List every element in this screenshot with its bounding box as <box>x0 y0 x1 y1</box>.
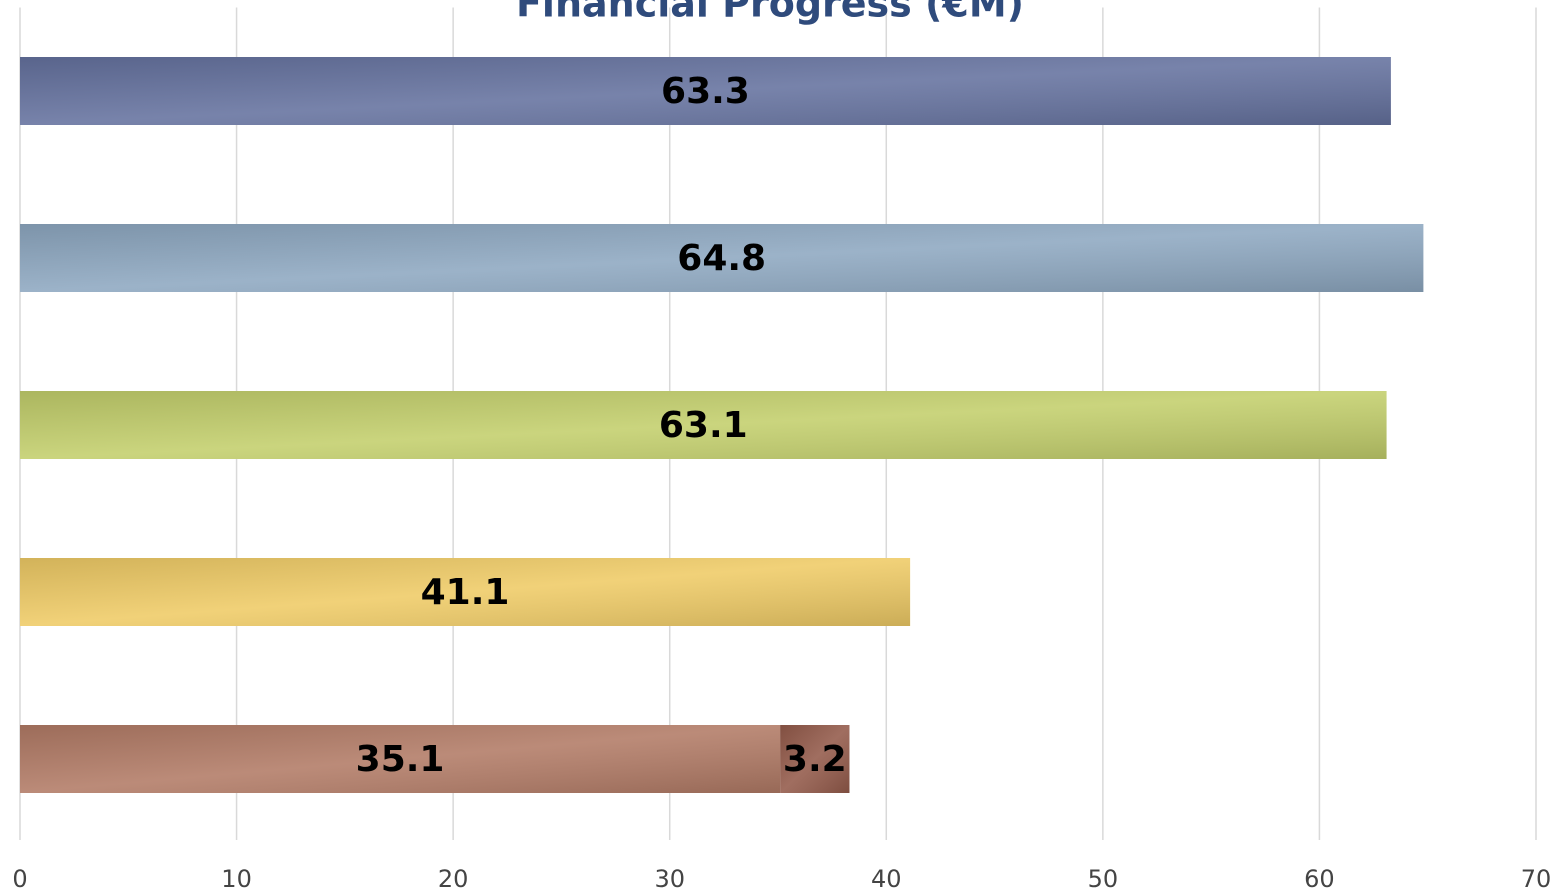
bar-sheen <box>20 57 1391 125</box>
bar-sheen <box>20 725 781 793</box>
x-tick-label: 40 <box>871 865 902 893</box>
data-label: 64.8 <box>677 238 766 279</box>
x-tick-label: 0 <box>12 865 27 893</box>
data-label: 41.1 <box>421 572 510 613</box>
bar-sheen <box>20 224 1424 292</box>
data-label: 35.1 <box>356 739 445 780</box>
data-label: 63.1 <box>659 405 748 446</box>
bar-sheen <box>780 725 850 793</box>
x-tick-label: 30 <box>654 865 685 893</box>
x-tick-label: 70 <box>1521 865 1552 893</box>
bar-sheen <box>20 558 911 626</box>
x-tick-label: 10 <box>221 865 252 893</box>
x-tick-label: 60 <box>1304 865 1335 893</box>
bar-sheen <box>20 391 1387 459</box>
x-tick-label: 20 <box>438 865 469 893</box>
x-tick-label: 50 <box>1088 865 1119 893</box>
bars <box>20 57 1424 793</box>
data-label: 63.3 <box>661 71 750 112</box>
chart-title: Financial Progress (€M) <box>516 0 1024 26</box>
data-label: 3.2 <box>783 739 847 780</box>
